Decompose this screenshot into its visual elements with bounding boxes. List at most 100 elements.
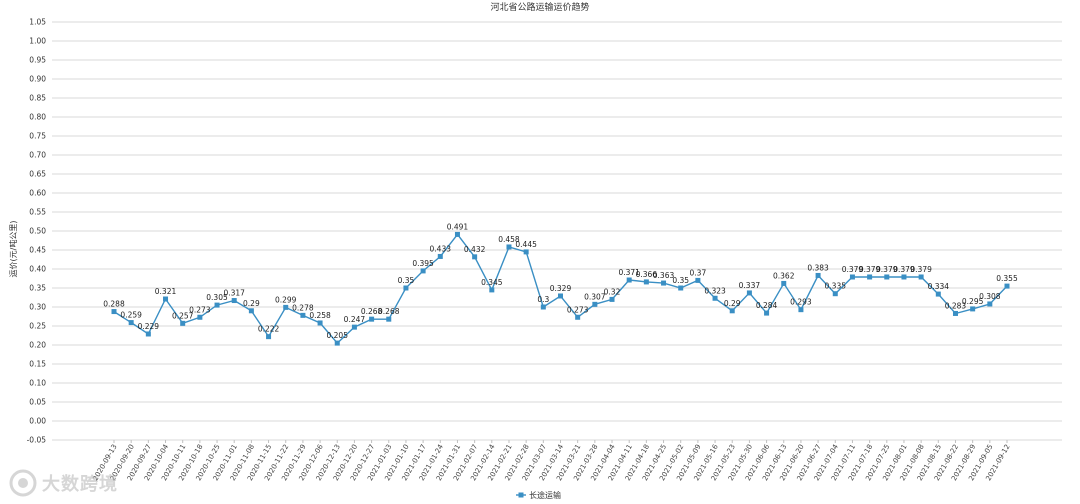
data-label: 0.379 [876, 265, 898, 274]
data-label: 0.379 [910, 265, 932, 274]
data-label: 0.283 [945, 301, 967, 310]
data-label: 0.35 [672, 276, 689, 285]
data-point-marker [472, 254, 478, 260]
data-point-marker [369, 316, 375, 322]
data-point-marker [935, 291, 941, 297]
y-tick-label: 0.20 [29, 341, 46, 350]
y-axis-ticks: 1.05 1.00 0.95 0.90 0.85 0.80 0.75 0.70 0.65 0.60… [27, 18, 47, 445]
data-label: 0.383 [807, 263, 829, 272]
y-tick-label: 1.05 [29, 18, 46, 27]
y-tick-label: 1.00 [29, 37, 46, 46]
data-point-marker [145, 331, 151, 337]
data-point-marker [540, 304, 546, 310]
data-labels: 0.2880.2590.2290.3210.2570.2730.3050.317… [103, 222, 1018, 340]
data-point-marker [643, 279, 649, 285]
data-label: 0.299 [275, 295, 297, 304]
data-label: 0.366 [636, 270, 658, 279]
data-point-marker [163, 296, 169, 302]
data-point-marker [592, 301, 598, 307]
data-label: 0.257 [172, 311, 194, 320]
data-point-marker [746, 290, 752, 296]
y-tick-label: 0.35 [29, 284, 46, 293]
y-tick-label: 0.95 [29, 56, 46, 65]
data-label: 0.247 [344, 315, 366, 324]
legend-label: 长途运输 [529, 490, 561, 500]
y-tick-label: 0.50 [29, 227, 46, 236]
data-point-marker [300, 312, 306, 318]
chart-title: 河北省公路运输运价趋势 [490, 1, 589, 13]
data-point-marker [661, 280, 667, 286]
data-point-marker [420, 268, 426, 274]
y-axis-title: 运价(元/吨公里) [8, 221, 18, 278]
data-point-marker [231, 298, 237, 304]
data-point-marker [832, 291, 838, 297]
watermark-logo-icon [9, 469, 37, 497]
data-label: 0.379 [842, 265, 864, 274]
data-label: 0.445 [515, 240, 537, 249]
data-label: 0.355 [996, 274, 1018, 283]
data-point-marker [678, 285, 684, 291]
y-tick-label: 0.15 [29, 360, 46, 369]
y-tick-label: 0.25 [29, 322, 46, 331]
data-label: 0.307 [584, 292, 606, 301]
data-point-marker [523, 249, 529, 255]
data-label: 0.222 [258, 325, 280, 334]
data-point-marker [334, 340, 340, 346]
data-point-marker [386, 316, 392, 322]
y-tick-label: 0.45 [29, 246, 46, 255]
data-point-marker [558, 293, 563, 299]
data-label: 0.379 [893, 265, 915, 274]
y-tick-label: 0.65 [29, 170, 46, 179]
watermark: 大数跨境 [8, 466, 118, 500]
data-label: 0.329 [550, 284, 572, 293]
data-point-marker [317, 320, 323, 326]
data-label: 0.37 [690, 268, 707, 277]
data-label: 0.317 [223, 289, 245, 298]
data-label: 0.362 [773, 271, 795, 280]
x-axis-ticks: 2020-09-132020-09-202020-09-272020-10-04… [91, 440, 1012, 482]
data-point-marker [901, 274, 907, 280]
legend[interactable]: 长途运输 [516, 490, 561, 500]
data-label: 0.273 [189, 305, 211, 314]
y-tick-label: 0.00 [29, 417, 46, 426]
data-label: 0.288 [103, 300, 125, 309]
data-point-marker [180, 320, 186, 326]
data-point-marker [128, 320, 134, 326]
y-tick-label: 0.90 [29, 75, 46, 84]
data-point-marker [609, 296, 615, 302]
data-point-marker [815, 272, 821, 278]
data-label: 0.433 [430, 244, 452, 253]
data-label: 0.323 [704, 286, 726, 295]
series-layer [111, 231, 1010, 346]
y-tick-label: 0.60 [29, 189, 46, 198]
y-tick-label: 0.10 [29, 379, 46, 388]
data-point-marker [506, 244, 512, 250]
data-point-marker [970, 306, 976, 312]
data-point-marker [489, 287, 495, 293]
data-label: 0.205 [327, 331, 349, 340]
y-tick-label: -0.05 [27, 436, 47, 445]
data-label: 0.432 [464, 245, 486, 254]
data-label: 0.321 [155, 287, 177, 296]
data-label: 0.305 [206, 293, 228, 302]
data-label: 0.371 [618, 268, 640, 277]
data-point-marker [798, 307, 804, 313]
data-label: 0.334 [928, 282, 950, 291]
data-point-marker [575, 314, 581, 320]
data-point-marker [712, 295, 718, 301]
y-tick-label: 0.40 [29, 265, 46, 274]
data-point-marker [695, 277, 701, 283]
data-point-marker [918, 274, 924, 280]
data-label: 0.293 [790, 298, 812, 307]
y-tick-label: 0.70 [29, 151, 46, 160]
y-tick-label: 0.55 [29, 208, 46, 217]
data-point-marker [849, 274, 855, 280]
data-point-marker [884, 274, 890, 280]
gridlines [52, 21, 1062, 441]
data-label: 0.363 [653, 271, 675, 280]
y-tick-label: 0.05 [29, 398, 46, 407]
data-point-marker [283, 304, 289, 310]
data-point-marker [987, 301, 993, 307]
data-label: 0.29 [243, 299, 260, 308]
